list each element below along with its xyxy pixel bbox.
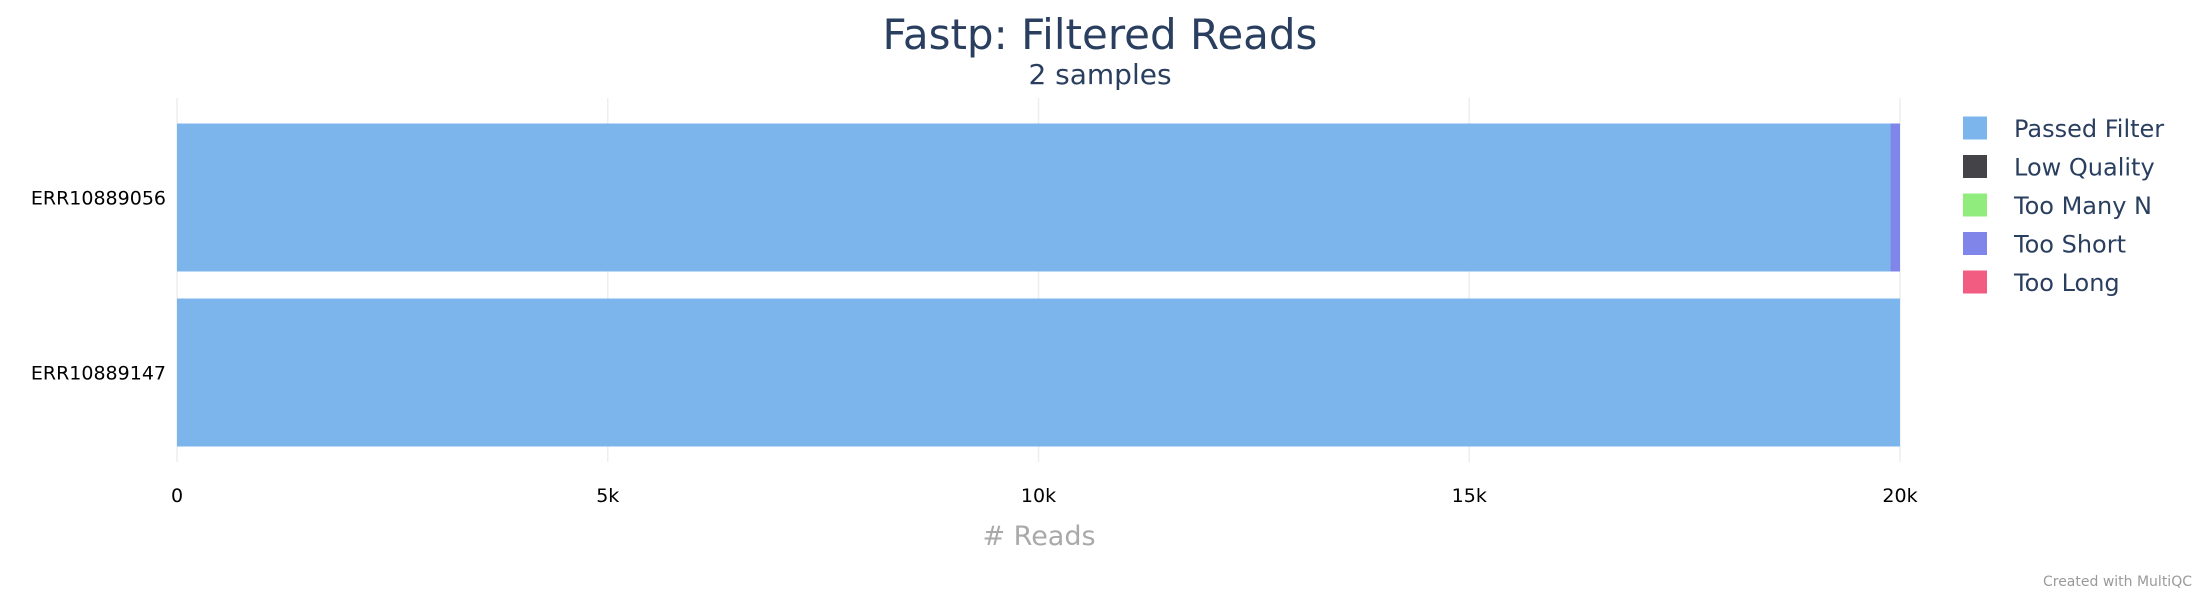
legend-item-4[interactable]: Too Long: [1963, 269, 2120, 297]
category-labels: ERR10889056 ERR10889147: [31, 188, 166, 385]
legend-label-0: Passed Filter: [2014, 115, 2164, 143]
bars: [177, 123, 1900, 447]
bar-ERR10889056-3[interactable]: [1890, 123, 1900, 272]
chart-subtitle: 2 samples: [1028, 58, 1171, 91]
legend-swatch-2: [1963, 193, 1987, 217]
legend-swatch-0: [1963, 116, 1987, 140]
legend-label-2: Too Many N: [2013, 192, 2152, 220]
bar-ERR10889056-0[interactable]: [177, 123, 1891, 272]
x-tick-label-1: 5k: [596, 485, 619, 507]
legend-item-2[interactable]: Too Many N: [1963, 192, 2152, 220]
x-tick-label-0: 0: [171, 485, 183, 507]
x-tick-label-4: 20k: [1882, 485, 1917, 507]
category-label-1: ERR10889147: [31, 363, 166, 385]
legend-label-3: Too Short: [2013, 231, 2126, 259]
category-label-0: ERR10889056: [31, 188, 166, 210]
x-axis-title: # Reads: [982, 521, 1095, 552]
legend-swatch-1: [1963, 155, 1987, 178]
legend-label-4: Too Long: [2013, 269, 2120, 297]
legend-swatch-4: [1963, 270, 1987, 294]
x-axis-ticks: 0 5k 10k 15k 20k: [171, 485, 1918, 507]
legend-swatch-3: [1963, 232, 1987, 255]
legend-item-3[interactable]: Too Short: [1963, 231, 2126, 259]
legend-item-1[interactable]: Low Quality: [1963, 154, 2155, 182]
legend-item-0[interactable]: Passed Filter: [1963, 115, 2164, 143]
legend[interactable]: Passed Filter Low Quality Too Many N Too Sh…: [1963, 115, 2164, 297]
chart-title: Fastp: Filtered Reads: [883, 10, 1318, 59]
credit-text: Created with MultiQC: [2043, 574, 2192, 590]
x-tick-label-2: 10k: [1021, 485, 1056, 507]
legend-label-1: Low Quality: [2014, 154, 2155, 182]
x-tick-label-3: 15k: [1452, 485, 1487, 507]
bar-ERR10889147-0[interactable]: [177, 298, 1900, 447]
